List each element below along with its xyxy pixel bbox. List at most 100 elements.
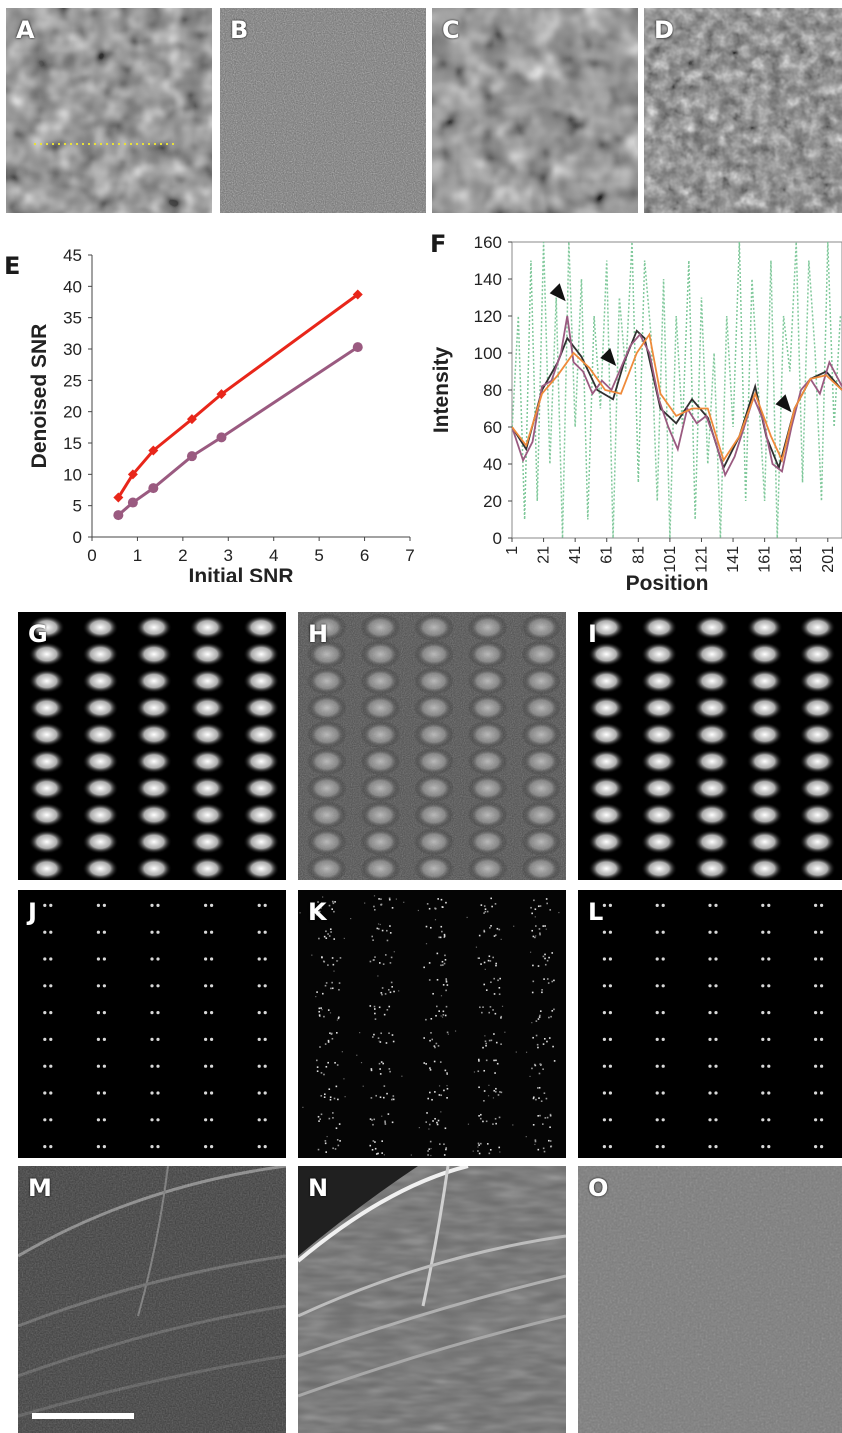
plot-area xyxy=(511,241,842,539)
background-speck xyxy=(475,946,478,948)
scatter-speck xyxy=(372,1123,374,1126)
scatter-speck xyxy=(423,1037,425,1039)
blob-spot xyxy=(641,669,678,693)
panel-m-image xyxy=(18,1166,286,1433)
scatter-speck xyxy=(542,1068,544,1071)
x-tick-label: 2 xyxy=(178,546,187,565)
scatter-speck xyxy=(546,1116,549,1119)
dot-pair xyxy=(263,903,267,907)
scatter-speck xyxy=(332,1112,334,1114)
background-speck xyxy=(356,1054,358,1056)
background-speck xyxy=(321,1009,323,1011)
scatter-speck xyxy=(391,1121,394,1124)
dot-pair xyxy=(708,1091,712,1095)
dot-pair xyxy=(156,930,160,934)
scatter-speck xyxy=(318,1007,321,1010)
scatter-speck xyxy=(537,1115,539,1117)
blob-spot xyxy=(243,695,280,720)
scatter-speck xyxy=(478,1152,481,1155)
y-axis-title: Intensity xyxy=(430,347,453,434)
dot-pair xyxy=(210,1118,214,1122)
scatter-speck xyxy=(391,907,394,909)
scatter-speck xyxy=(532,1123,535,1126)
dot-pair xyxy=(661,1037,665,1041)
blob-spot xyxy=(588,642,625,667)
scatter-speck xyxy=(387,1113,390,1115)
scatter-speck xyxy=(334,1148,337,1150)
background-speck xyxy=(428,1128,430,1130)
blob-spot xyxy=(136,749,172,774)
scatter-speck xyxy=(315,1059,318,1062)
scatter-speck xyxy=(426,1112,428,1114)
background-speck xyxy=(350,917,352,920)
scatter-speck xyxy=(318,937,320,940)
background-speck xyxy=(501,1005,504,1007)
scatter-speck xyxy=(446,1097,448,1099)
scatter-speck xyxy=(535,1098,537,1101)
dot-pair xyxy=(655,1091,659,1095)
scatter-speck xyxy=(339,1140,341,1142)
scatter-speck xyxy=(371,1148,374,1151)
blob-spot xyxy=(28,615,65,640)
scatter-speck xyxy=(425,1063,427,1065)
scatter-speck xyxy=(321,956,323,958)
panel-label: E xyxy=(4,252,21,280)
scatter-speck xyxy=(329,1096,332,1099)
scatter-speck xyxy=(441,906,444,908)
scatter-speck xyxy=(370,1068,373,1070)
scatter-speck xyxy=(428,907,431,910)
background-speck xyxy=(360,1062,363,1064)
scatter-speck xyxy=(320,1095,323,1097)
blob-spot xyxy=(82,803,119,827)
blob-spot xyxy=(243,669,280,693)
blob-spot xyxy=(799,829,836,854)
scatter-speck xyxy=(493,993,496,995)
dot-pair xyxy=(96,1037,100,1041)
dot-pair xyxy=(43,957,47,961)
scatter-speck xyxy=(331,900,334,903)
panel-g: G xyxy=(18,612,286,880)
scatter-speck xyxy=(333,938,336,940)
scatter-speck xyxy=(439,1061,442,1063)
scatter-speck xyxy=(534,1064,537,1067)
blob-spot xyxy=(306,720,347,749)
dot-pair xyxy=(814,1037,818,1041)
dot-pair xyxy=(43,930,47,934)
background-speck xyxy=(336,960,339,962)
scatter-speck xyxy=(543,1150,546,1153)
blob-spot xyxy=(82,722,119,747)
data-point xyxy=(148,445,159,456)
scatter-speck xyxy=(389,962,392,964)
scatter-speck xyxy=(478,957,480,959)
dot-pair xyxy=(820,1091,824,1095)
background-speck xyxy=(377,975,379,977)
background-speck xyxy=(513,925,515,927)
scatter-speck xyxy=(383,1085,386,1087)
scatter-speck xyxy=(444,958,447,961)
scatter-speck xyxy=(372,1036,374,1038)
x-tick-label: 141 xyxy=(725,546,742,573)
background-speck xyxy=(466,916,468,919)
dot-pair xyxy=(608,1064,612,1068)
blob-spot xyxy=(521,801,562,829)
scatter-speck xyxy=(423,966,425,969)
blob-spot xyxy=(82,615,119,640)
scatter-speck xyxy=(331,981,333,984)
dot-pair xyxy=(602,1145,606,1149)
scatter-speck xyxy=(446,1072,448,1074)
scatter-speck xyxy=(391,1034,394,1036)
dot-pair xyxy=(708,1011,712,1015)
dot-pair xyxy=(257,1091,261,1095)
scatter-speck xyxy=(381,1152,383,1154)
scatter-speck xyxy=(483,912,485,914)
blob-spot xyxy=(414,720,454,749)
background-speck xyxy=(545,928,547,930)
scatter-speck xyxy=(331,1037,334,1040)
x-axis-title: Initial SNR xyxy=(188,565,293,582)
dot-pair xyxy=(714,1037,718,1041)
scatter-speck xyxy=(374,1141,376,1143)
scatter-speck xyxy=(445,978,448,980)
scatter-speck xyxy=(491,905,493,908)
panel-label: I xyxy=(588,620,597,648)
background-speck xyxy=(315,996,317,998)
